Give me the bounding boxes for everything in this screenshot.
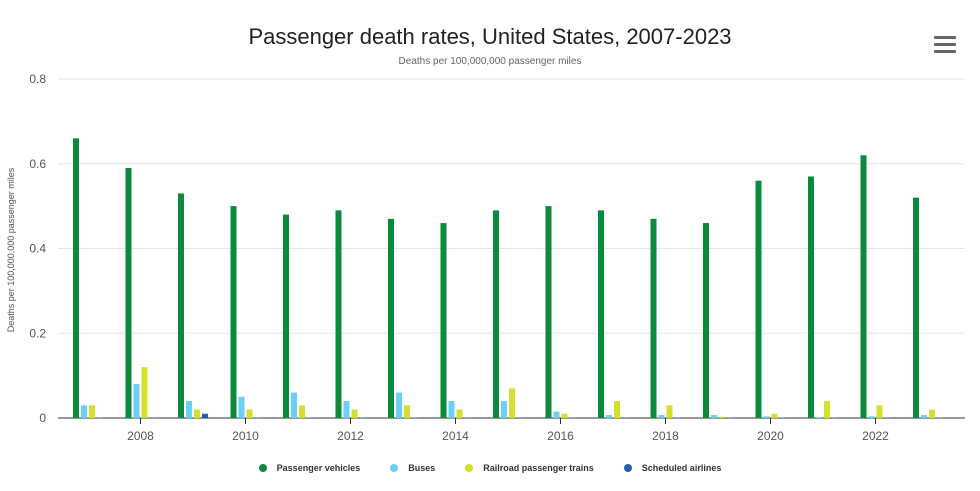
bar-passenger-vehicles-2010[interactable] [230, 206, 237, 418]
x-tick-label: 2022 [862, 429, 889, 443]
x-tick-label: 2018 [652, 429, 679, 443]
bar-buses-2023[interactable] [921, 415, 927, 418]
bar-scheduled-airlines-2023[interactable] [937, 417, 943, 419]
bar-passenger-vehicles-2009[interactable] [178, 193, 184, 418]
legend-item-scheduled-airlines[interactable]: Scheduled airlines [623, 463, 722, 473]
bar-railroad-passenger-trains-2016[interactable] [561, 413, 568, 418]
bar-passenger-vehicles-2018[interactable] [650, 218, 657, 418]
y-tick-label: 0 [39, 411, 46, 425]
bar-passenger-vehicles-2023[interactable] [913, 197, 919, 418]
bar-buses-2010[interactable] [238, 396, 245, 418]
menu-icon[interactable] [934, 36, 956, 56]
bar-buses-2020[interactable] [763, 416, 770, 418]
bar-railroad-passenger-trains-2023[interactable] [929, 409, 935, 418]
x-tick-label: 2014 [442, 429, 469, 443]
bar-buses-2008[interactable] [133, 384, 140, 418]
bar-buses-2019[interactable] [711, 415, 717, 418]
bar-railroad-passenger-trains-2010[interactable] [246, 409, 253, 418]
bar-railroad-passenger-trains-2015[interactable] [509, 388, 515, 418]
bar-passenger-vehicles-2007[interactable] [73, 138, 79, 418]
bar-scheduled-airlines-2022[interactable] [884, 417, 891, 419]
bar-passenger-vehicles-2016[interactable] [545, 206, 552, 418]
bar-scheduled-airlines-2009[interactable] [202, 413, 208, 418]
bar-passenger-vehicles-2012[interactable] [335, 210, 342, 418]
bar-passenger-vehicles-2021[interactable] [808, 176, 814, 418]
bar-buses-2009[interactable] [186, 401, 192, 418]
bar-railroad-passenger-trains-2021[interactable] [824, 401, 830, 418]
bar-buses-2011[interactable] [291, 392, 297, 418]
legend-label: Buses [408, 463, 436, 473]
bar-buses-2018[interactable] [658, 415, 665, 418]
bar-buses-2022[interactable] [868, 416, 875, 418]
x-tick-label: 2016 [547, 429, 574, 443]
x-tick-label: 2020 [757, 429, 784, 443]
bar-passenger-vehicles-2008[interactable] [125, 167, 132, 418]
bar-passenger-vehicles-2014[interactable] [440, 223, 447, 418]
bar-scheduled-airlines-2014[interactable] [464, 417, 471, 419]
bar-buses-2017[interactable] [606, 415, 612, 418]
bar-passenger-vehicles-2015[interactable] [493, 210, 499, 418]
chart-subtitle: Deaths per 100,000,000 passenger miles [398, 56, 582, 67]
legend-marker-icon [465, 464, 474, 472]
x-tick-label: 2012 [337, 429, 364, 443]
legend-marker-icon [390, 464, 399, 472]
bar-scheduled-airlines-2018[interactable] [674, 417, 681, 419]
y-axis-label: Deaths per 100,000,000 passenger miles [6, 167, 16, 332]
bar-scheduled-airlines-2008[interactable] [149, 417, 156, 419]
legend-item-passenger-vehicles[interactable]: Passenger vehicles [258, 463, 361, 473]
legend-marker-icon [623, 464, 632, 472]
bar-scheduled-airlines-2021[interactable] [832, 417, 838, 419]
bar-scheduled-airlines-2011[interactable] [307, 417, 313, 419]
bar-railroad-passenger-trains-2014[interactable] [456, 409, 463, 418]
bar-scheduled-airlines-2015[interactable] [517, 417, 523, 419]
bar-railroad-passenger-trains-2017[interactable] [614, 401, 620, 418]
bar-railroad-passenger-trains-2012[interactable] [351, 409, 358, 418]
legend-label: Passenger vehicles [276, 463, 361, 473]
bar-scheduled-airlines-2020[interactable] [779, 417, 786, 419]
bar-buses-2015[interactable] [501, 401, 507, 418]
chart-title: Passenger death rates, United States, 20… [248, 24, 732, 49]
legend-label: Railroad passenger trains [483, 463, 594, 473]
bar-railroad-passenger-trains-2022[interactable] [876, 405, 883, 418]
legend: Passenger vehicles Buses Railroad passenge… [0, 463, 980, 473]
bar-railroad-passenger-trains-2013[interactable] [404, 405, 410, 418]
legend-item-railroad-passenger-trains[interactable]: Railroad passenger trains [465, 463, 594, 473]
bar-passenger-vehicles-2013[interactable] [388, 218, 394, 418]
bar-passenger-vehicles-2020[interactable] [755, 180, 762, 418]
bar-scheduled-airlines-2019[interactable] [727, 417, 733, 419]
bar-buses-2016[interactable] [553, 411, 560, 418]
bar-passenger-vehicles-2022[interactable] [860, 155, 867, 418]
bar-railroad-passenger-trains-2018[interactable] [666, 405, 673, 418]
bar-railroad-passenger-trains-2011[interactable] [299, 405, 305, 418]
x-tick-label: 2010 [232, 429, 259, 443]
bar-scheduled-airlines-2010[interactable] [254, 417, 261, 419]
bar-buses-2013[interactable] [396, 392, 402, 418]
bar-railroad-passenger-trains-2019[interactable] [719, 416, 725, 418]
bar-buses-2021[interactable] [816, 417, 822, 418]
bar-scheduled-airlines-2013[interactable] [412, 417, 418, 419]
y-tick-label: 0.8 [29, 72, 46, 86]
bar-scheduled-airlines-2017[interactable] [622, 417, 628, 419]
bar-scheduled-airlines-2016[interactable] [569, 417, 576, 419]
bar-scheduled-airlines-2012[interactable] [359, 417, 366, 419]
bar-railroad-passenger-trains-2020[interactable] [771, 413, 778, 418]
bar-railroad-passenger-trains-2009[interactable] [194, 409, 200, 418]
x-tick-label: 2008 [127, 429, 154, 443]
bar-passenger-vehicles-2019[interactable] [703, 223, 709, 418]
y-tick-label: 0.6 [29, 157, 46, 171]
bar-buses-2012[interactable] [343, 401, 350, 418]
bar-buses-2007[interactable] [81, 405, 87, 418]
legend-item-buses[interactable]: Buses [390, 463, 435, 473]
bar-passenger-vehicles-2011[interactable] [283, 214, 289, 418]
y-tick-label: 0.4 [29, 242, 46, 256]
bar-passenger-vehicles-2017[interactable] [598, 210, 604, 418]
bar-railroad-passenger-trains-2007[interactable] [89, 405, 95, 418]
legend-label: Scheduled airlines [641, 463, 722, 473]
legend-marker-icon [258, 464, 267, 472]
bar-buses-2014[interactable] [448, 401, 455, 418]
bar-scheduled-airlines-2007[interactable] [97, 417, 103, 419]
bar-railroad-passenger-trains-2008[interactable] [141, 367, 148, 418]
y-tick-label: 0.2 [29, 326, 46, 340]
